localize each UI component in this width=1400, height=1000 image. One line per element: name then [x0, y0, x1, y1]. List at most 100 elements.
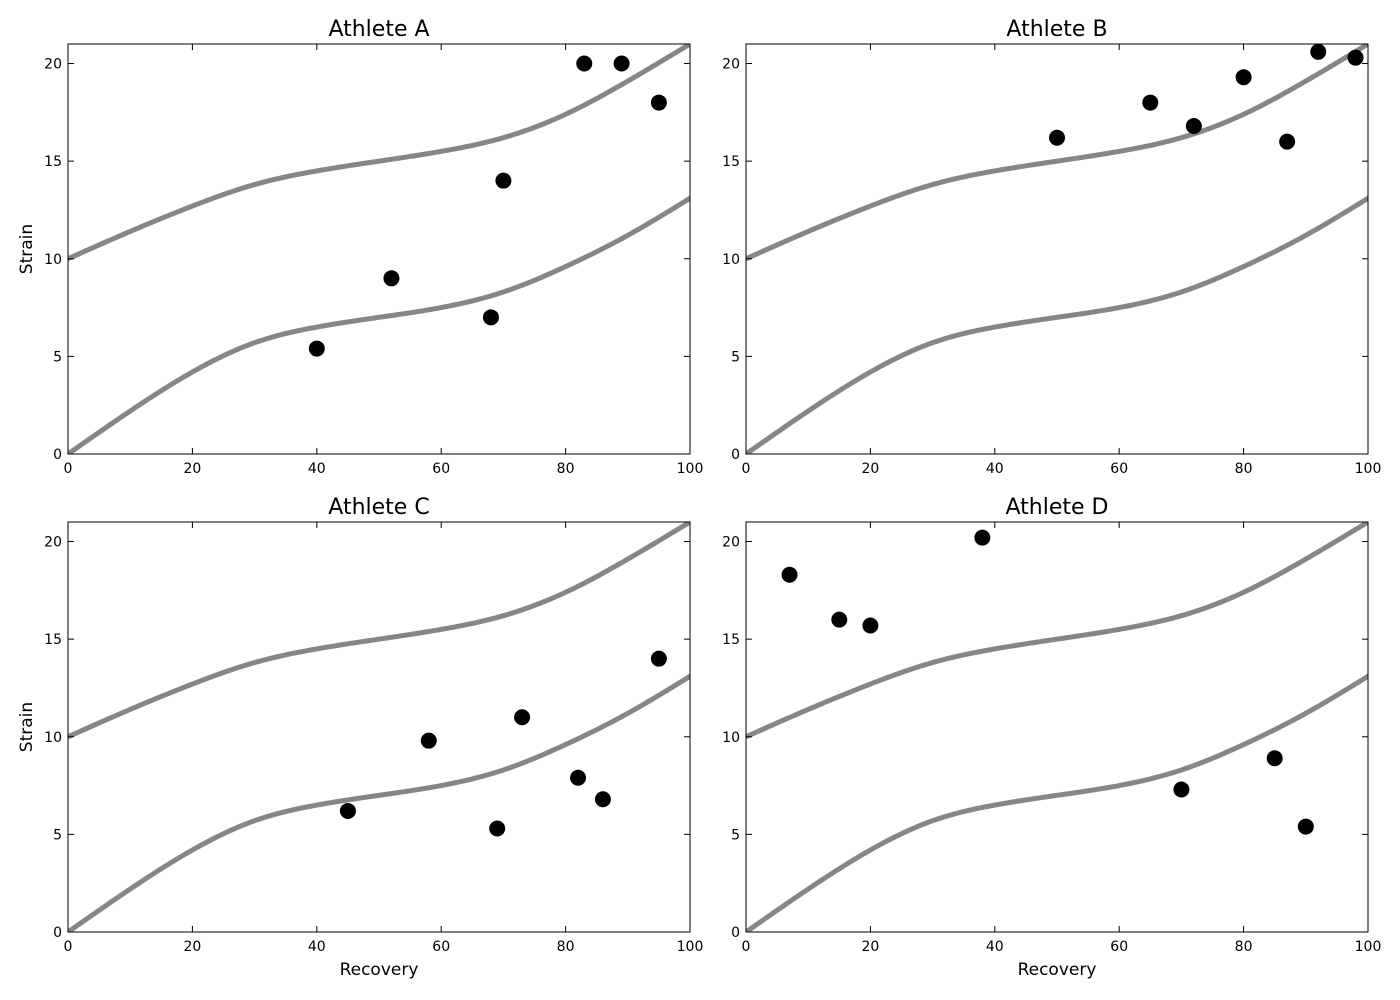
axes-frame — [745, 43, 1369, 455]
x-tick-label: 60 — [1110, 461, 1128, 477]
y-tick-label: 5 — [731, 349, 740, 365]
upper-band-line — [746, 522, 1368, 740]
y-tick-label: 20 — [44, 57, 62, 73]
panel-title: Athlete D — [1006, 495, 1109, 520]
x-tick-label: 60 — [1110, 939, 1128, 955]
x-tick-label: 0 — [64, 461, 73, 477]
x-tick-label: 40 — [308, 461, 326, 477]
data-point — [570, 769, 587, 786]
y-axis-label: Strain — [17, 702, 37, 752]
x-tick-label: 0 — [742, 461, 751, 477]
x-tick-label: 0 — [64, 939, 73, 955]
x-tick-label: 20 — [183, 939, 201, 955]
panel-title: Athlete C — [328, 495, 429, 520]
chart-panel: 0 20 40 60 80 100 0 5 10 15 20 Athlete D Recovery — [722, 495, 1381, 980]
upper-band-line — [746, 44, 1368, 262]
data-point — [1235, 69, 1252, 86]
x-tick-label: 60 — [432, 939, 450, 955]
data-point — [495, 172, 512, 189]
y-tick-label: 20 — [722, 57, 740, 73]
lower-band-line — [68, 195, 690, 454]
y-tick-label: 20 — [722, 535, 740, 551]
data-point — [339, 802, 356, 819]
data-point — [514, 709, 531, 726]
chart-panel: 0 20 40 60 80 100 0 5 10 15 20 Athlete B — [722, 17, 1381, 477]
data-point — [1142, 94, 1159, 111]
y-tick-label: 0 — [731, 925, 740, 941]
y-tick-label: 10 — [44, 730, 62, 746]
plot-area — [746, 522, 1368, 932]
data-point — [383, 270, 400, 287]
y-tick-label: 10 — [722, 252, 740, 268]
data-point — [576, 55, 593, 72]
x-tick-label: 100 — [1355, 461, 1382, 477]
x-tick-label: 60 — [432, 461, 450, 477]
y-tick-label: 0 — [53, 447, 62, 463]
x-tick-label: 80 — [557, 939, 575, 955]
axes-frame — [745, 521, 1369, 933]
upper-band-line — [68, 44, 690, 262]
y-tick-label: 0 — [731, 447, 740, 463]
x-axis-label: Recovery — [1018, 960, 1097, 980]
x-tick-label: 40 — [986, 461, 1004, 477]
y-tick-label: 5 — [53, 349, 62, 365]
y-tick-label: 15 — [722, 154, 740, 170]
y-tick-label: 15 — [44, 154, 62, 170]
y-axis-label: Strain — [17, 224, 37, 274]
y-tick-label: 10 — [722, 730, 740, 746]
data-point — [862, 617, 879, 634]
y-tick-label: 5 — [731, 827, 740, 843]
data-point — [1173, 781, 1190, 798]
x-tick-label: 40 — [308, 939, 326, 955]
x-tick-label: 100 — [677, 461, 704, 477]
y-tick-label: 0 — [53, 925, 62, 941]
x-tick-label: 100 — [677, 939, 704, 955]
chart-panel: 0 20 40 60 80 100 0 5 10 15 20 Athlete A Strain — [17, 17, 703, 477]
y-tick-label: 15 — [722, 632, 740, 648]
data-point — [420, 732, 437, 749]
y-tick-label: 5 — [53, 827, 62, 843]
y-tick-label: 20 — [44, 535, 62, 551]
panel-title: Athlete B — [1006, 17, 1107, 42]
y-tick-label: 10 — [44, 252, 62, 268]
data-point — [1310, 43, 1327, 60]
data-point — [1266, 750, 1283, 767]
lower-band-line — [68, 673, 690, 932]
lower-band-line — [746, 195, 1368, 454]
plot-area — [68, 522, 690, 932]
x-tick-label: 80 — [1235, 461, 1253, 477]
plot-area — [746, 44, 1368, 454]
data-point — [489, 820, 506, 837]
data-point — [594, 791, 611, 808]
data-point — [482, 309, 499, 326]
data-point — [1185, 118, 1202, 134]
x-tick-label: 80 — [1235, 939, 1253, 955]
data-point — [1347, 49, 1364, 66]
axes-frame — [67, 43, 691, 455]
data-point — [308, 340, 325, 357]
upper-band-line — [68, 522, 690, 740]
y-tick-label: 15 — [44, 632, 62, 648]
x-tick-label: 100 — [1355, 939, 1382, 955]
data-point — [831, 611, 848, 628]
data-point — [650, 94, 667, 111]
x-tick-label: 80 — [557, 461, 575, 477]
data-point — [1279, 133, 1296, 150]
axes-frame — [67, 521, 691, 933]
plot-area — [68, 44, 690, 454]
data-point — [974, 529, 991, 546]
data-point — [1049, 129, 1065, 146]
x-tick-label: 20 — [861, 939, 879, 955]
panel-title: Athlete A — [328, 17, 429, 42]
data-point — [1297, 818, 1314, 835]
x-tick-label: 20 — [183, 461, 201, 477]
data-point — [650, 650, 667, 667]
x-axis-label: Recovery — [340, 960, 419, 980]
x-tick-label: 0 — [742, 939, 751, 955]
chart-panel: 0 20 40 60 80 100 0 5 10 15 20 Athlete C Recovery Str… — [17, 495, 703, 980]
data-point — [613, 55, 630, 72]
x-tick-label: 20 — [861, 461, 879, 477]
data-point — [781, 566, 798, 583]
x-tick-label: 40 — [986, 939, 1004, 955]
